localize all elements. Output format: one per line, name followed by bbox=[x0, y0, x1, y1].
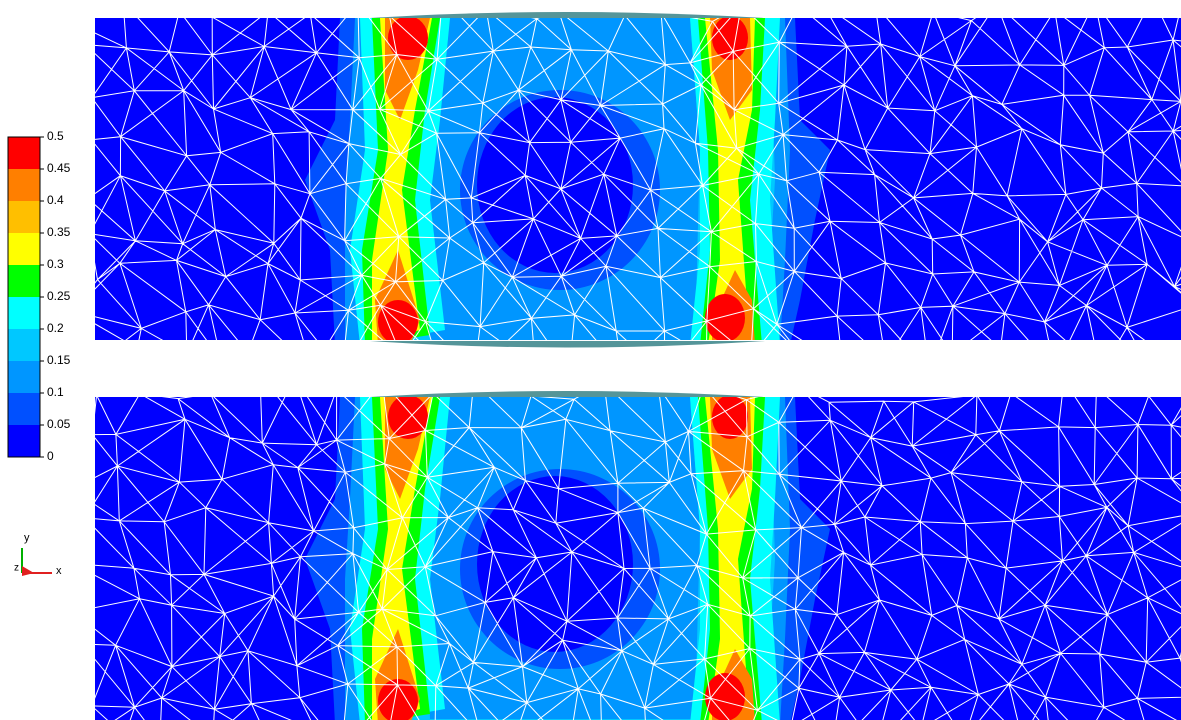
legend-swatch bbox=[8, 361, 40, 393]
legend-tick-label: 0.1 bbox=[47, 385, 64, 399]
x-label: x bbox=[56, 565, 62, 577]
legend-swatch bbox=[8, 297, 40, 329]
hot-spot bbox=[388, 397, 428, 439]
legend-tick-label: 0 bbox=[47, 449, 54, 463]
color-legend: 0.5 0.45 0.4 0.35 0.3 0.25 0.2 0.15 0.1 0.05 0 bbox=[7, 129, 71, 463]
legend-tick-label: 0.3 bbox=[47, 257, 64, 271]
legend-tick-label: 0.2 bbox=[47, 321, 64, 335]
contour-blob bbox=[477, 97, 633, 273]
hot-spot bbox=[712, 397, 748, 439]
hot-spot bbox=[378, 679, 418, 720]
contour-band bbox=[372, 397, 432, 720]
legend-swatch bbox=[8, 137, 40, 169]
z-label: z bbox=[14, 563, 19, 574]
legend-swatch bbox=[8, 393, 40, 425]
legend-tick-label: 0.45 bbox=[47, 161, 71, 175]
legend-tick-label: 0.25 bbox=[47, 289, 71, 303]
cap-artifact bbox=[370, 391, 765, 397]
hot-spot bbox=[712, 18, 748, 60]
legend-tick-label: 0.05 bbox=[47, 417, 71, 431]
legend-tick-label: 0.35 bbox=[47, 225, 71, 239]
legend-swatch bbox=[8, 265, 40, 297]
hot-spot bbox=[388, 18, 428, 60]
mesh-panels bbox=[95, 18, 1181, 720]
legend-swatch bbox=[8, 169, 40, 201]
legend-swatch bbox=[8, 233, 40, 265]
hot-spot bbox=[705, 673, 745, 720]
z-axis-arrow bbox=[22, 566, 34, 576]
legend-tick-label: 0.5 bbox=[47, 129, 64, 143]
contour-blob bbox=[477, 476, 633, 652]
legend-swatch bbox=[8, 425, 40, 457]
legend-tick-label: 0.15 bbox=[47, 353, 71, 367]
cap-artifact bbox=[370, 12, 765, 18]
axis-triad: y z x bbox=[14, 532, 62, 577]
legend-swatch bbox=[8, 201, 40, 233]
legend-tick-label: 0.4 bbox=[47, 193, 64, 207]
mesh-lines bbox=[95, 18, 1181, 340]
mesh-panel bbox=[95, 397, 1181, 720]
y-label: y bbox=[24, 532, 30, 544]
cap-artifact bbox=[370, 341, 765, 348]
mesh-panel bbox=[95, 18, 1181, 340]
hot-spot bbox=[705, 294, 745, 340]
contour-band bbox=[372, 18, 432, 340]
legend-swatch bbox=[8, 329, 40, 361]
